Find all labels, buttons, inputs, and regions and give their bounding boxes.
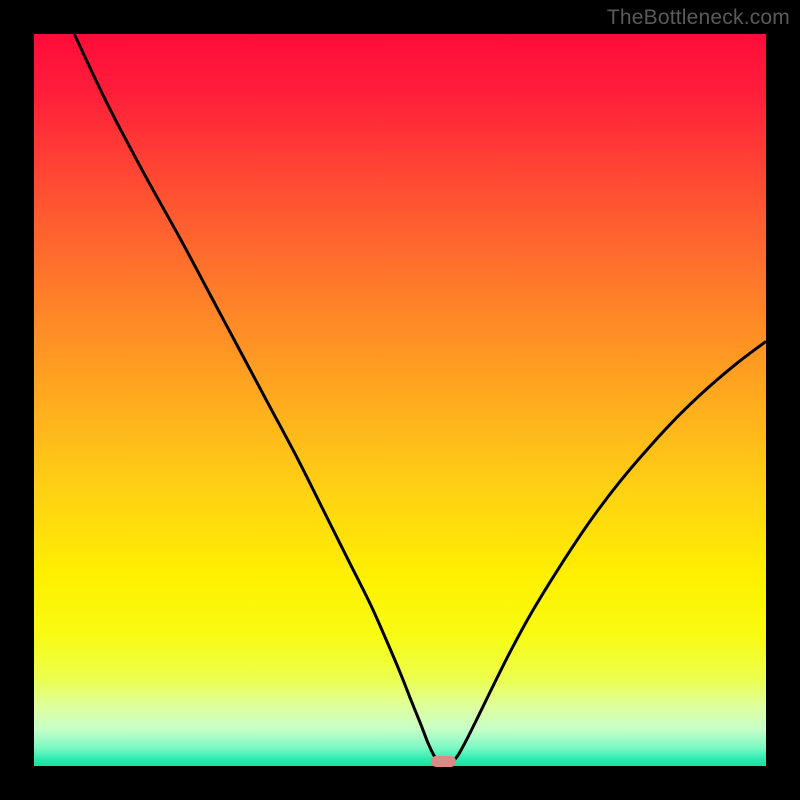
optimal-point-marker bbox=[431, 756, 456, 767]
plot-area bbox=[34, 34, 766, 766]
watermark-text: TheBottleneck.com bbox=[607, 6, 790, 30]
bottleneck-curve bbox=[34, 34, 766, 766]
